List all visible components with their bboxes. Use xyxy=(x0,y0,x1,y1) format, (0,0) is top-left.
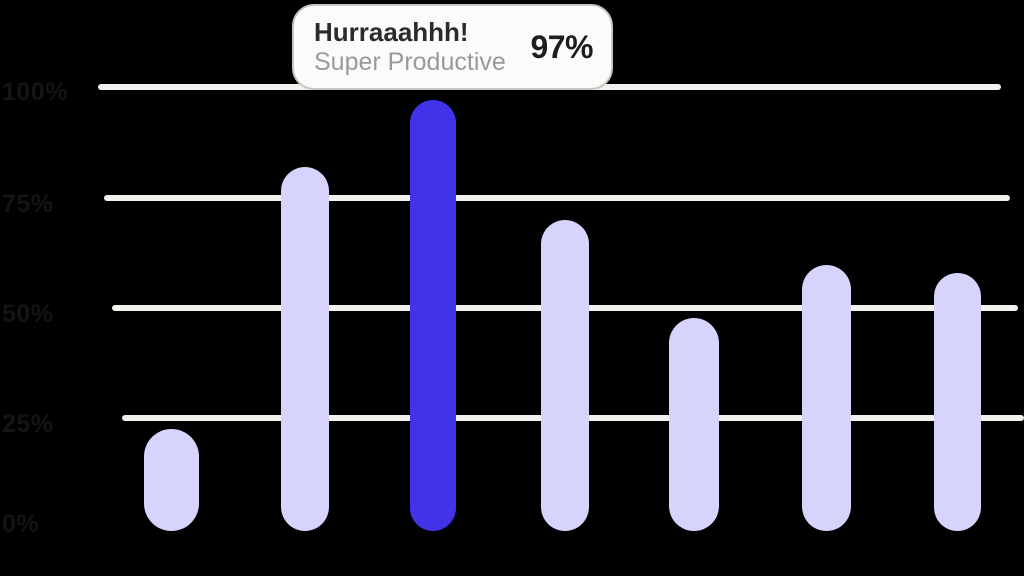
gridline-75 xyxy=(104,195,1010,201)
bar-5[interactable] xyxy=(669,318,719,531)
bar-7[interactable] xyxy=(934,273,981,531)
tooltip-title: Hurraaahhh! xyxy=(314,17,469,48)
y-axis-tick-25: 25% xyxy=(2,410,54,438)
y-axis-tick-100: 100% xyxy=(2,78,68,106)
y-axis-tick-75: 75% xyxy=(2,190,54,218)
bar-1[interactable] xyxy=(144,429,199,531)
bar-6[interactable] xyxy=(802,265,851,531)
bar-tooltip[interactable]: Hurraaahhh! Super Productive 97% xyxy=(292,4,613,90)
bar-3-highlighted[interactable] xyxy=(410,100,456,531)
tooltip-text-group: Hurraaahhh! Super Productive xyxy=(314,17,524,76)
tooltip-value: 97% xyxy=(530,28,593,65)
tooltip-subtitle: Super Productive xyxy=(314,47,506,76)
bar-4[interactable] xyxy=(541,220,589,531)
y-axis-tick-0: 0% xyxy=(2,510,40,538)
y-axis-tick-50: 50% xyxy=(2,300,54,328)
bar-2[interactable] xyxy=(281,167,329,531)
